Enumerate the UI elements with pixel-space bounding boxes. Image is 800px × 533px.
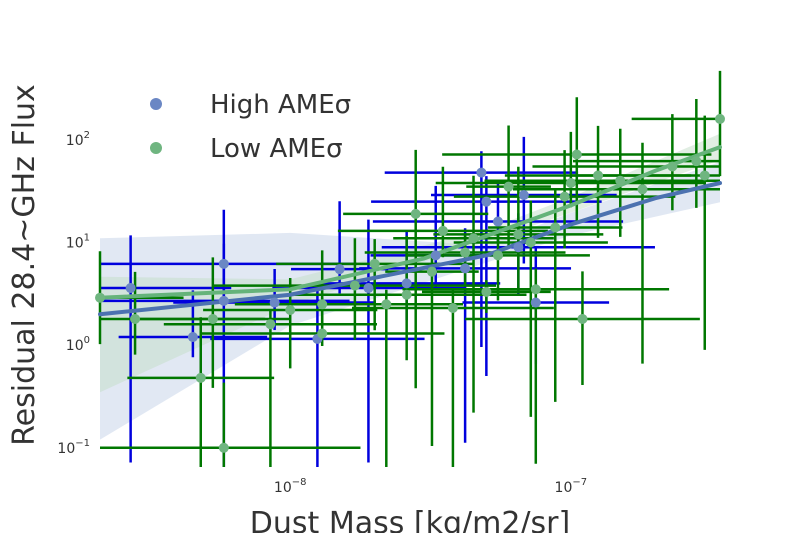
data-point [125,283,136,294]
data-point [513,242,524,253]
data-points [95,113,725,453]
x-axis-title: Dust Mass [kg/m2/sr] [250,506,570,533]
data-point [530,284,541,295]
data-point [571,149,582,160]
data-point [577,313,588,324]
data-point [550,222,561,233]
data-point [615,175,626,186]
data-point [369,258,380,269]
data-point [559,191,570,202]
data-point [715,113,725,124]
data-point [476,167,487,178]
data-point [492,216,503,227]
data-point [285,305,296,316]
data-point [218,295,229,306]
data-point [269,297,280,308]
legend-marker [150,98,162,110]
y-axis-title: Residual 28.4~GHz Flux [7,84,42,446]
data-point [481,196,492,207]
data-point [468,233,479,244]
data-point [334,264,345,275]
data-point [363,283,374,294]
data-point [426,266,437,277]
data-point [317,328,328,339]
data-point [447,303,458,314]
data-point [437,225,448,236]
data-point [565,178,576,189]
data-point [699,170,710,181]
data-point [130,313,141,324]
data-point [691,156,702,167]
data-point [460,263,471,274]
data-point [207,313,218,324]
data-point [593,170,604,181]
data-point [381,299,392,310]
data-point [410,208,421,219]
data-point [513,229,524,240]
data-point [503,181,514,192]
data-point [401,278,412,289]
legend-label: Low AMEσ [210,134,343,164]
data-point [95,292,105,303]
data-point [525,237,536,248]
data-point [637,184,648,195]
data-point [518,190,529,201]
fit-line [98,145,722,300]
data-point [218,258,229,269]
legend-marker [150,142,162,154]
data-point [430,250,441,261]
data-point [401,289,412,300]
legend: High AMEσ Low AMEσ [150,90,351,164]
data-point [265,319,276,330]
data-point [492,250,503,261]
data-point [349,280,360,291]
data-point [187,332,198,343]
data-point [317,299,328,310]
data-point [667,161,678,172]
legend-label: High AMEσ [210,90,351,120]
data-point [460,247,471,258]
data-point [195,372,206,383]
data-point [218,442,229,453]
data-point [530,297,541,308]
data-point [481,286,492,297]
